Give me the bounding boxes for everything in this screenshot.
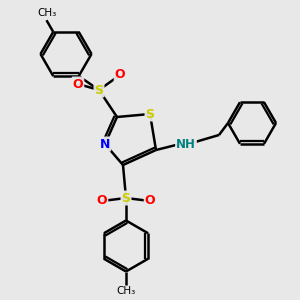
Text: CH₃: CH₃ [116,286,136,296]
Text: O: O [73,77,83,91]
Text: O: O [97,194,107,208]
Text: CH₃: CH₃ [37,8,56,18]
Text: O: O [115,68,125,82]
Text: S: S [94,83,103,97]
Text: O: O [145,194,155,208]
Text: S: S [146,107,154,121]
Text: N: N [100,137,110,151]
Text: NH: NH [176,137,196,151]
Text: S: S [122,191,130,205]
